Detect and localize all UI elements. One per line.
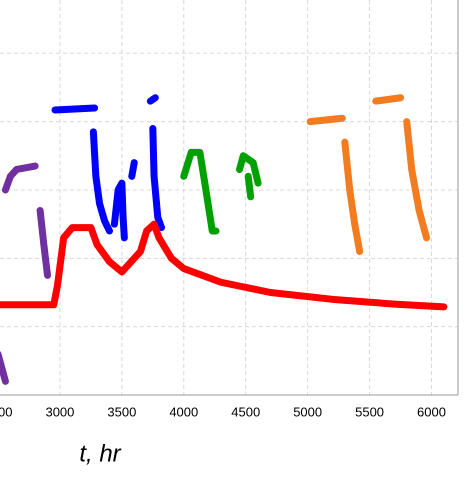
x-axis-label: t, hr	[79, 440, 121, 467]
x-tick-label: 4500	[231, 404, 260, 419]
line-series	[306, 94, 431, 255]
x-tick-label: 6000	[417, 404, 446, 419]
x-tick-label: 2500	[0, 404, 12, 419]
x-tick-label: 3500	[107, 404, 136, 419]
line-series	[51, 94, 165, 242]
x-tick-label: 3000	[45, 404, 74, 419]
line-series	[0, 162, 52, 385]
line-series	[0, 220, 448, 311]
x-tick-label: 5500	[355, 404, 384, 419]
x-tick-label: 5000	[293, 404, 322, 419]
line-series	[180, 148, 262, 235]
x-tick-label: 4000	[169, 404, 198, 419]
